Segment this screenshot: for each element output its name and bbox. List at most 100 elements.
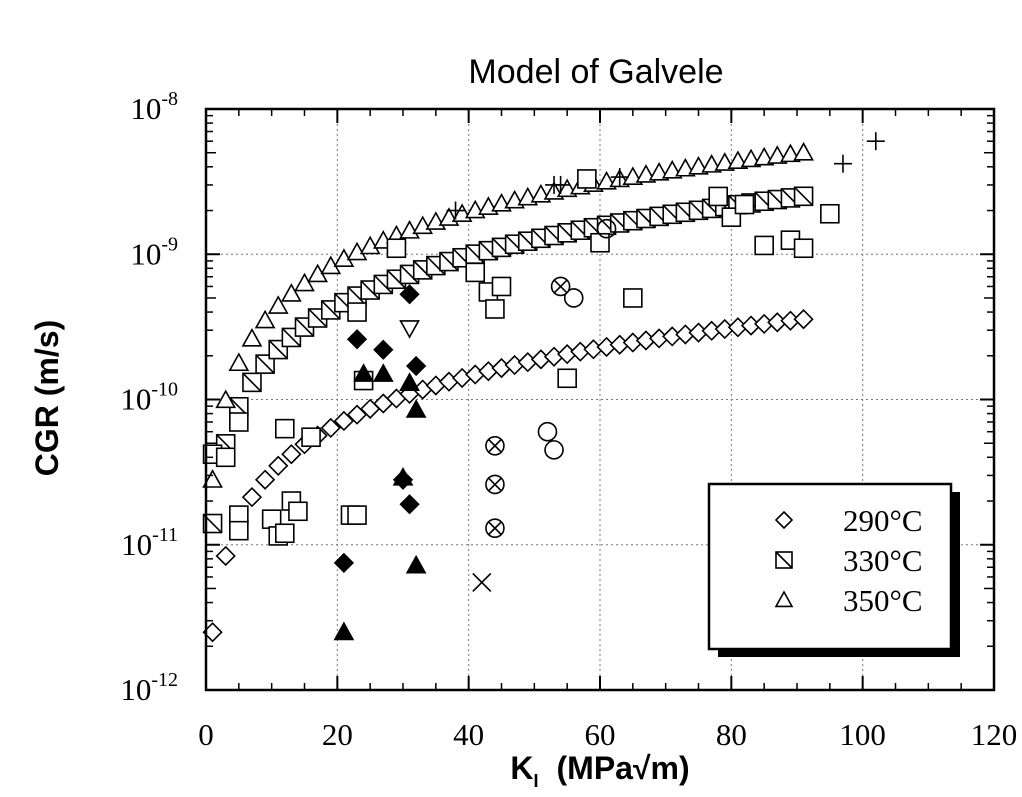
model-curve-point (359, 235, 381, 255)
model-curve-point (281, 444, 302, 465)
x-tick-label: 20 (322, 717, 353, 752)
model-curve-point-shape (320, 417, 341, 439)
data-point (301, 427, 321, 448)
legend-entry: 290°C (774, 503, 923, 538)
y-tick-label: 10-8 (130, 88, 178, 126)
data-point-shape (563, 288, 584, 308)
data-point-shape (346, 329, 368, 350)
data-point-shape (754, 235, 774, 256)
data-point (551, 175, 570, 194)
model-curve-point (793, 186, 814, 207)
legend-label: 330°C (843, 543, 923, 578)
model-curve-point-slash (400, 264, 420, 284)
data-point-shape (405, 554, 427, 574)
model-curve-point (793, 141, 814, 161)
legend-label: 290°C (843, 503, 923, 538)
data-point (346, 329, 368, 350)
y-tick-label-base: 10 (130, 236, 161, 271)
data-point (610, 168, 629, 187)
data-point (491, 276, 512, 297)
model-curve-point-shape (766, 145, 788, 164)
data-point (333, 621, 355, 641)
model-curve-point (320, 417, 341, 439)
data-point-shape (537, 421, 558, 442)
y-tick-label-exponent: -9 (161, 233, 178, 255)
data-point-shape (708, 186, 729, 207)
model-curve-point (793, 309, 814, 330)
model-curve-point-shape (281, 444, 302, 465)
data-point (485, 518, 505, 538)
data-point-shape (347, 505, 367, 525)
model-curve-point (753, 146, 775, 166)
data-point (596, 218, 617, 239)
model-curve-point (294, 272, 315, 292)
data-point (405, 399, 427, 418)
model-curve-point-shape (241, 487, 263, 508)
data-series-x (472, 572, 492, 593)
data-point-d2 (472, 572, 492, 593)
model-curve-point-slash (794, 186, 814, 206)
x-axis-label-subscript: I (533, 771, 538, 791)
data-point (347, 505, 367, 525)
y-tick-label-base: 10 (120, 672, 151, 707)
y-tick-label: 10-9 (130, 233, 178, 271)
data-series-open-square (202, 169, 840, 546)
y-tick-label-base: 10 (120, 382, 151, 417)
x-tick-label: 80 (716, 717, 747, 752)
data-point (274, 523, 295, 544)
model-curve-point (241, 327, 263, 347)
data-point (229, 520, 249, 541)
x-tick-label: 100 (839, 717, 886, 752)
model-curve-point-slash (373, 274, 393, 294)
data-point-shape (405, 399, 427, 418)
data-point (485, 435, 505, 456)
data-series-filled-triangle (333, 363, 427, 641)
data-point-x2 (488, 477, 502, 492)
data-point (399, 320, 420, 339)
model-curve-point-slash (255, 354, 275, 374)
model-curve-point (766, 145, 788, 164)
legend-marker (774, 510, 794, 530)
data-point-shape (372, 363, 394, 382)
data-point (708, 186, 729, 207)
data-point (399, 284, 420, 305)
model-curve-point (333, 410, 355, 432)
model-curve-point-shape (793, 141, 814, 161)
model-curve-point-slash (281, 327, 301, 348)
data-point (563, 288, 584, 308)
data-point (866, 132, 885, 151)
y-axis-label: CGR (m/s) (29, 320, 65, 476)
model-curve-point (242, 372, 262, 393)
legend-entries: 290°C 330°C 350°C (774, 503, 923, 618)
legend-marker-shape (774, 510, 794, 530)
model-curve-point-shape (753, 146, 775, 166)
data-point (754, 235, 774, 256)
model-curve-point (267, 295, 289, 314)
y-tick-label-exponent: -11 (152, 524, 178, 546)
data-point-x2 (553, 279, 568, 294)
x-tick-label: 40 (453, 717, 484, 752)
model-curve-point-slash (321, 300, 341, 320)
model-curve-point (255, 354, 275, 374)
model-curve-point (254, 469, 276, 490)
y-tick-label-exponent: -12 (151, 669, 178, 691)
data-point-shape (373, 339, 394, 360)
legend-label: 350°C (843, 583, 923, 618)
data-point-shape (590, 232, 610, 253)
data-point-shape (734, 194, 755, 215)
model-curve-point-slash (308, 308, 328, 328)
data-point-shape (623, 288, 643, 308)
model-curve-point-shape (780, 143, 801, 163)
data-point (485, 474, 505, 495)
model-curve-point (202, 469, 223, 488)
data-point-shape (820, 203, 840, 224)
y-tick-label: 10-12 (120, 669, 178, 707)
chart-title: Model of Galvele (468, 53, 723, 91)
model-curve-point (780, 143, 801, 163)
y-tick-label-exponent: -8 (161, 88, 178, 110)
data-point (793, 238, 814, 259)
data-point (288, 501, 308, 522)
model-curve-point-shape (202, 469, 223, 488)
x-axis-ticks: 0 20 40 60 80 100 120 (198, 109, 1017, 752)
